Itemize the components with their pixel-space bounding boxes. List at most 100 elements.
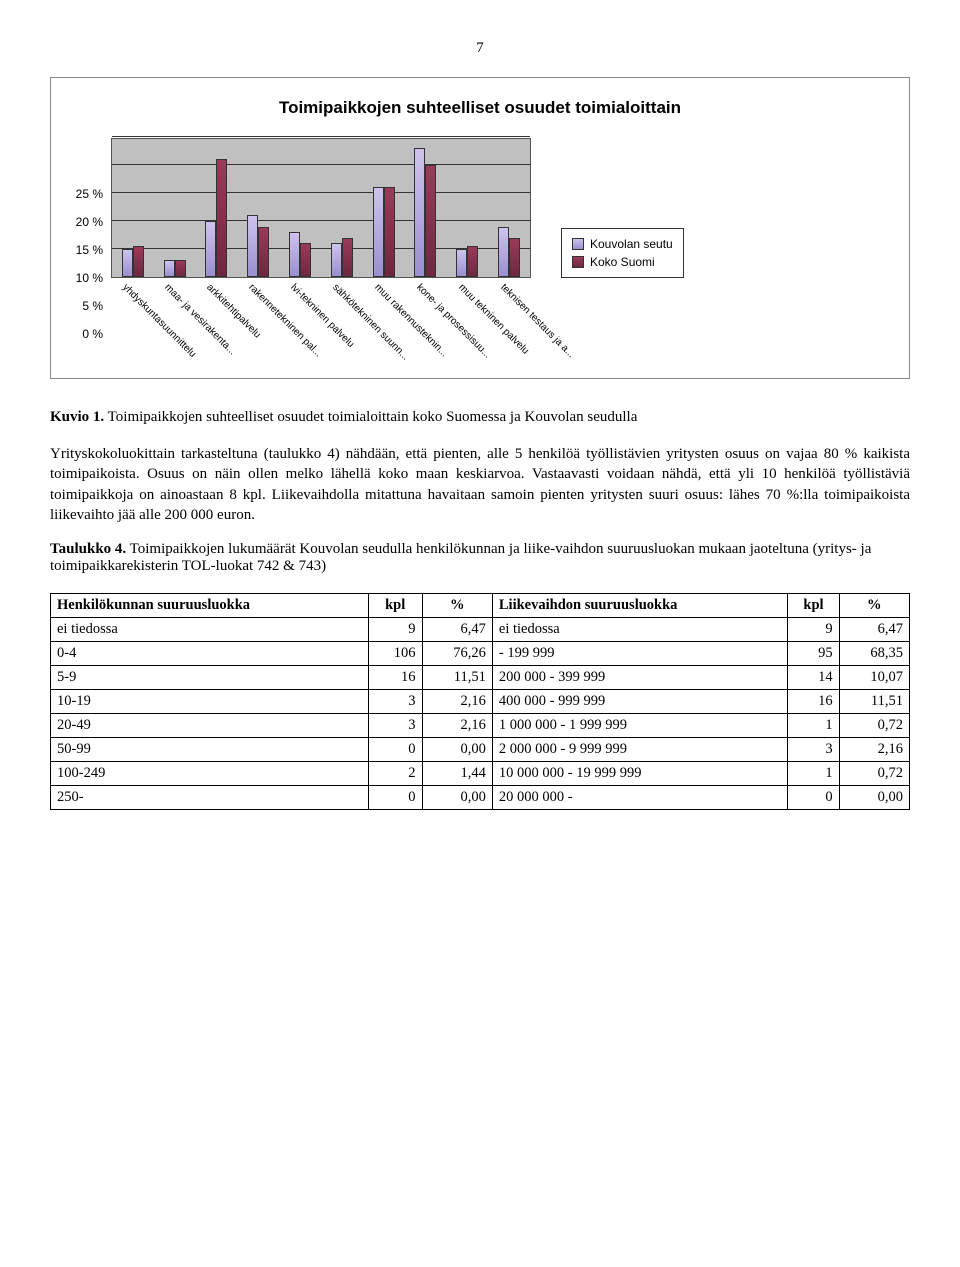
table-cell: - 199 999 (492, 642, 788, 666)
bar (425, 165, 436, 277)
y-tick-label: 20 % (76, 215, 103, 229)
legend-label: Kouvolan seutu (590, 237, 673, 251)
bar-group (363, 139, 405, 277)
bar (414, 148, 425, 277)
figure-caption-text: Toimipaikkojen suhteelliset osuudet toim… (104, 409, 637, 425)
legend-item: Koko Suomi (572, 253, 673, 271)
y-tick-label: 25 % (76, 187, 103, 201)
bar (133, 246, 144, 277)
bar-group (279, 139, 321, 277)
table-cell: 3 (788, 738, 839, 762)
table-cell: 3 (368, 714, 422, 738)
table-cell: 10-19 (51, 690, 369, 714)
bar-group (196, 139, 238, 277)
x-tick-label: muu tekninen palvelu (456, 282, 531, 357)
table-cell: 250- (51, 786, 369, 810)
bar-group (237, 139, 279, 277)
table-row: ei tiedossa96,47ei tiedossa96,47 (51, 618, 910, 642)
table-cell: 6,47 (422, 618, 492, 642)
table-cell: 2,16 (422, 690, 492, 714)
bar-group (112, 139, 154, 277)
bar (342, 238, 353, 277)
chart-plot: 0 %5 %10 %15 %20 %25 % yhdyskuntasuunnit… (111, 138, 531, 368)
table-cell: 20-49 (51, 714, 369, 738)
x-tick-label: teknisen testaus ja a... (498, 282, 576, 360)
legend-swatch-icon (572, 256, 584, 268)
bar (258, 227, 269, 277)
grid-line (112, 136, 530, 137)
bar (384, 187, 395, 277)
x-tick-label: maa- ja vesirakenta... (162, 282, 237, 357)
table-cell: 1,44 (422, 762, 492, 786)
table-cell: 10 000 000 - 19 999 999 (492, 762, 788, 786)
table-cell: 2 (368, 762, 422, 786)
table-cell: 76,26 (422, 642, 492, 666)
table-cell: 9 (788, 618, 839, 642)
table-cell: 2,16 (422, 714, 492, 738)
table-header: kpl (368, 594, 422, 618)
bar (498, 227, 509, 277)
table-cell: 0 (368, 738, 422, 762)
bar (467, 246, 478, 277)
table-row: 50-9900,002 000 000 - 9 999 99932,16 (51, 738, 910, 762)
table-cell: 200 000 - 399 999 (492, 666, 788, 690)
table-caption-text: Toimipaikkojen lukumäärät Kouvolan seudu… (50, 541, 871, 574)
x-tick-label: yhdyskuntasuunnittelu (120, 282, 198, 360)
table-header: % (422, 594, 492, 618)
table-header: Henkilökunnan suuruusluokka (51, 594, 369, 618)
table-row: 20-4932,161 000 000 - 1 999 99910,72 (51, 714, 910, 738)
table-cell: 11,51 (839, 690, 909, 714)
table-cell: 3 (368, 690, 422, 714)
table-cell: 6,47 (839, 618, 909, 642)
table-cell: 0,00 (422, 738, 492, 762)
bar (456, 249, 467, 277)
bar (300, 243, 311, 277)
table-cell: 9 (368, 618, 422, 642)
table-cell: 0-4 (51, 642, 369, 666)
bar-group (321, 139, 363, 277)
table-cell: 106 (368, 642, 422, 666)
table-header: kpl (788, 594, 839, 618)
table-cell: 0,00 (839, 786, 909, 810)
table-cell: 68,35 (839, 642, 909, 666)
table-cell: 20 000 000 - (492, 786, 788, 810)
body-paragraph: Yrityskokoluokittain tarkasteltuna (taul… (50, 444, 910, 525)
table-caption-label: Taulukko 4. (50, 541, 126, 557)
table-row: 250-00,0020 000 000 -00,00 (51, 786, 910, 810)
x-tick-label: rakennetekninen pal... (246, 282, 323, 359)
bar (175, 260, 186, 277)
bar (509, 238, 520, 277)
table-cell: 5-9 (51, 666, 369, 690)
table-cell: 2,16 (839, 738, 909, 762)
legend-label: Koko Suomi (590, 255, 655, 269)
figure-caption: Kuvio 1. Toimipaikkojen suhteelliset osu… (50, 409, 910, 426)
bar (247, 215, 258, 277)
table-header: Liikevaihdon suuruusluokka (492, 594, 788, 618)
bar-group (446, 139, 488, 277)
bar (331, 243, 342, 277)
x-axis-labels: yhdyskuntasuunnittelumaa- ja vesirakenta… (111, 278, 531, 368)
legend-swatch-icon (572, 238, 584, 250)
table-row: 5-91611,51200 000 - 399 9991410,07 (51, 666, 910, 690)
y-tick-label: 5 % (82, 299, 103, 313)
y-tick-label: 15 % (76, 243, 103, 257)
table-cell: 400 000 - 999 999 (492, 690, 788, 714)
table-cell: 0,00 (422, 786, 492, 810)
bar (289, 232, 300, 277)
table-cell: ei tiedossa (492, 618, 788, 642)
x-tick-label: sähkötekninen suunn... (330, 282, 411, 363)
table-cell: 50-99 (51, 738, 369, 762)
table-row: 10-1932,16400 000 - 999 9991611,51 (51, 690, 910, 714)
table-cell: 100-249 (51, 762, 369, 786)
bar (216, 159, 227, 277)
table-cell: 95 (788, 642, 839, 666)
table-cell: 2 000 000 - 9 999 999 (492, 738, 788, 762)
table-cell: 0,72 (839, 714, 909, 738)
chart-container: Toimipaikkojen suhteelliset osuudet toim… (50, 77, 910, 379)
x-tick-label: muu rakennusteknin... (372, 282, 449, 359)
page-number: 7 (50, 40, 910, 57)
figure-caption-label: Kuvio 1. (50, 409, 104, 425)
y-tick-label: 0 % (82, 327, 103, 341)
table-cell: 0 (368, 786, 422, 810)
data-table: Henkilökunnan suuruusluokka kpl % Liikev… (50, 593, 910, 810)
